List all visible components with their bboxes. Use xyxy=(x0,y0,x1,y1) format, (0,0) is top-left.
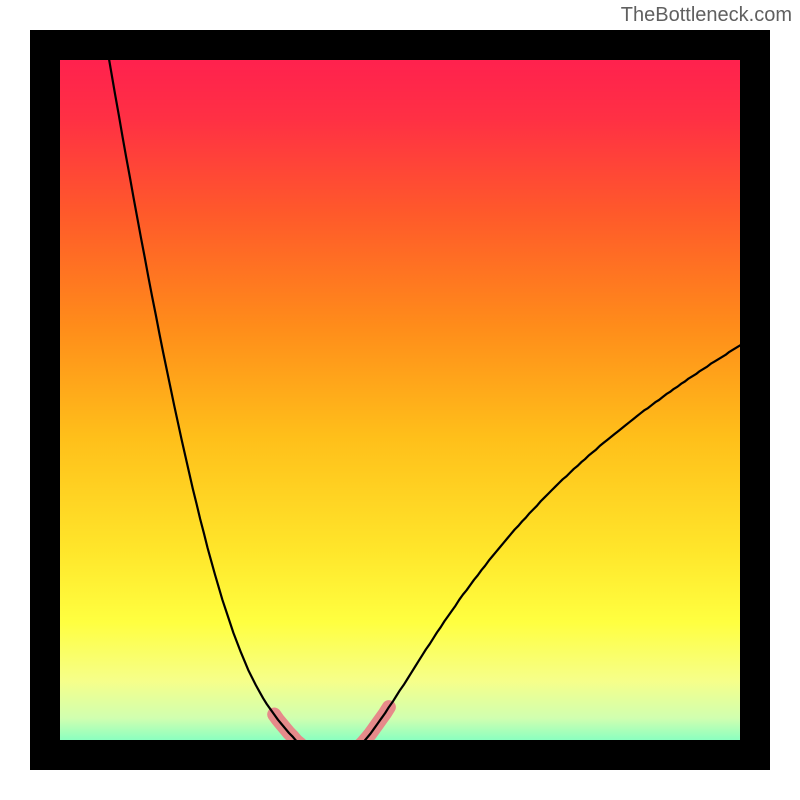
chart-svg xyxy=(30,30,770,770)
chart-border-left xyxy=(30,30,60,770)
bottleneck-chart xyxy=(30,30,770,770)
watermark-text: TheBottleneck.com xyxy=(621,4,792,27)
chart-border-top xyxy=(30,30,770,60)
chart-border-bottom xyxy=(30,740,770,770)
chart-border-right xyxy=(740,30,770,770)
